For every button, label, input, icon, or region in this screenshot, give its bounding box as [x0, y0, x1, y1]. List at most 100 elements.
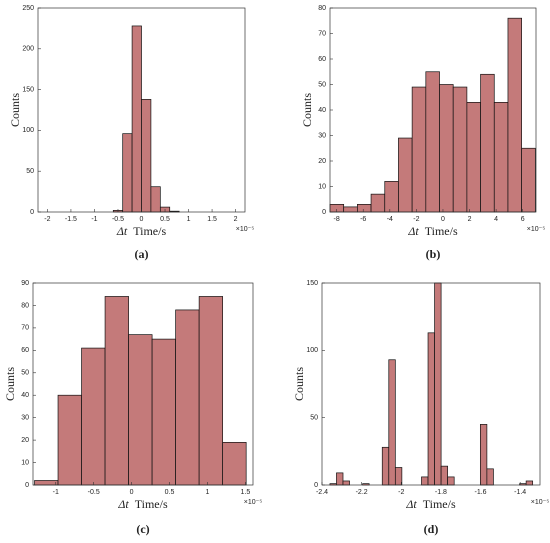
y-tick-label: 10	[21, 459, 29, 466]
x-tick-label: 1.5	[241, 489, 251, 496]
x-tick-label: 0	[130, 489, 134, 496]
bar	[411, 86, 427, 213]
x-axis-label: Δt Time/s	[116, 224, 167, 238]
x-axis-symbol: Δt	[117, 497, 129, 511]
bar	[447, 476, 455, 486]
plot-frame	[32, 282, 254, 486]
x-tick-label: 2	[234, 216, 238, 223]
y-tick-label: 250	[22, 5, 34, 12]
bar	[440, 465, 448, 486]
bar	[525, 480, 534, 486]
bar	[480, 73, 495, 213]
x-axis-label: Δt Time/s	[117, 497, 168, 511]
x-tick-label: -2.2	[356, 489, 368, 496]
y-tick-label: 80	[21, 302, 29, 309]
bar	[357, 204, 372, 213]
plot-frame	[321, 282, 541, 486]
y-tick-label: 80	[318, 5, 326, 12]
x-tick-label: -2	[44, 216, 50, 223]
bar	[486, 468, 494, 486]
x-tick-label: -4	[387, 216, 393, 223]
bar	[452, 86, 468, 213]
caption: (c)	[136, 522, 149, 536]
x-multiplier: ×10⁻⁵	[531, 499, 550, 506]
bar	[479, 424, 488, 486]
x-tick-label: -0.5	[112, 216, 124, 223]
y-tick-label: 0	[25, 482, 29, 489]
bar	[384, 181, 399, 213]
caption: (a)	[135, 247, 149, 261]
bar	[342, 480, 350, 486]
x-axis-symbol: Δt	[405, 497, 417, 511]
bar	[141, 99, 152, 213]
x-tick-label: 0	[140, 216, 144, 223]
y-tick-label: 30	[21, 415, 29, 422]
bar	[175, 309, 200, 486]
y-tick-label: 40	[318, 107, 326, 114]
bar	[128, 334, 153, 486]
x-tick-label: -1	[53, 489, 59, 496]
y-tick-label: 150	[22, 86, 34, 93]
bar	[34, 480, 59, 486]
y-tick-label: 150	[306, 280, 318, 287]
y-tick-label: 20	[21, 437, 29, 444]
x-tick-label: 1.5	[207, 216, 217, 223]
x-axis-label: Δt Time/s	[405, 497, 456, 511]
y-axis-label: Counts	[292, 367, 306, 401]
bar	[394, 467, 403, 486]
x-multiplier: ×10⁻⁵	[244, 499, 263, 506]
x-tick-label: -1.8	[435, 489, 447, 496]
x-multiplier: ×10⁻⁵	[236, 226, 255, 233]
bar	[131, 25, 142, 213]
x-axis-unit: Time/s	[425, 224, 458, 238]
y-tick-label: 20	[318, 158, 326, 165]
y-tick-label: 60	[318, 56, 326, 63]
y-tick-label: 10	[318, 183, 326, 190]
bar	[421, 476, 429, 486]
y-tick-label: 50	[310, 415, 318, 422]
y-tick-label: 60	[21, 347, 29, 354]
bar	[493, 101, 509, 213]
bar	[104, 296, 129, 486]
bar	[466, 101, 481, 213]
x-axis-unit: Time/s	[423, 497, 456, 511]
y-tick-label: 100	[306, 347, 318, 354]
bar	[434, 282, 442, 486]
x-tick-label: 2	[468, 216, 472, 223]
y-tick-label: 50	[318, 81, 326, 88]
x-axis-label: Δt Time/s	[407, 224, 458, 238]
x-tick-label: -1	[91, 216, 97, 223]
bar	[343, 206, 358, 213]
x-axis-symbol: Δt	[407, 224, 419, 238]
x-tick-label: -1.6	[475, 489, 487, 496]
bar	[427, 332, 435, 486]
bar	[198, 296, 224, 486]
bar	[57, 394, 82, 486]
bar	[381, 446, 390, 486]
bar	[150, 186, 161, 213]
y-axis-label: Counts	[3, 367, 17, 401]
x-tick-label: -2.4	[316, 489, 328, 496]
y-tick-label: 70	[21, 325, 29, 332]
y-axis-label: Counts	[8, 93, 22, 127]
caption: (d)	[424, 522, 439, 536]
y-tick-label: 50	[26, 168, 34, 175]
bar	[425, 71, 440, 213]
y-tick-label: 0	[314, 482, 318, 489]
x-tick-label: 6	[521, 216, 525, 223]
y-axis-label: Counts	[300, 93, 314, 127]
x-tick-label: -1.5	[65, 216, 77, 223]
bar	[151, 338, 176, 486]
x-tick-label: 4	[494, 216, 498, 223]
x-tick-label: -2	[413, 216, 419, 223]
x-axis-unit: Time/s	[135, 497, 168, 511]
bar	[398, 137, 413, 213]
bar	[439, 84, 454, 213]
x-tick-label: 1	[187, 216, 191, 223]
bar	[336, 472, 344, 486]
x-tick-label: 0.5	[160, 216, 170, 223]
bar	[122, 133, 133, 213]
bar	[81, 347, 106, 486]
x-tick-label: -6	[360, 216, 366, 223]
x-tick-label: 0	[441, 216, 445, 223]
